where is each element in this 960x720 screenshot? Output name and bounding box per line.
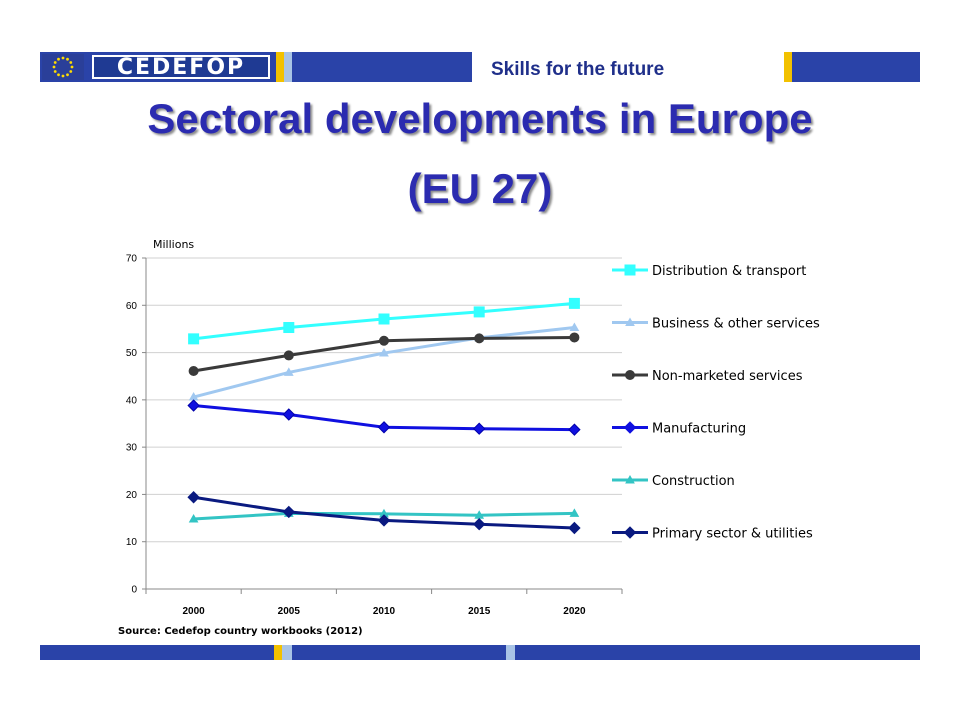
source-note: Source: Cedefop country workbooks (2012) (118, 626, 363, 637)
legend-item: Manufacturing (612, 421, 746, 437)
data-point-square (188, 333, 200, 345)
series-0 (188, 297, 580, 345)
page-title-line2: (EU 27) (407, 165, 553, 212)
series-2 (188, 332, 580, 377)
y-tick-label: 20 (126, 490, 138, 501)
data-point-diamond (568, 521, 581, 535)
x-tick-label: 2000 (182, 606, 205, 617)
footer-bar (40, 645, 920, 660)
y-tick-label: 0 (131, 585, 137, 596)
y-tick-label: 60 (126, 301, 138, 312)
logo-text: CEDEFOP (116, 54, 246, 80)
y-tick-label: 70 (126, 254, 138, 265)
legend-label: Manufacturing (652, 422, 746, 437)
y-tick-label: 10 (126, 537, 138, 548)
data-point-square (473, 306, 485, 318)
data-point-diamond (187, 399, 200, 412)
data-point-circle (625, 370, 635, 380)
header-tagline: Skills for the future (491, 59, 665, 80)
legend-item: Primary sector & utilities (612, 526, 813, 542)
legend-item: Non-marketed services (612, 369, 803, 384)
y-axis-unit-label: Millions (153, 238, 194, 251)
line-chart: 0 10 20 30 40 50 60 70 2000 2005 2010 2015 2020 Dis… (118, 238, 820, 637)
data-point-diamond (282, 408, 296, 421)
x-tick-label: 2005 (278, 606, 301, 617)
data-point-diamond (623, 421, 637, 434)
legend-label: Business & other services (652, 317, 820, 332)
series-1 (188, 322, 580, 401)
data-point-circle (474, 333, 485, 344)
y-tick-label: 30 (126, 443, 138, 454)
y-axis-ticks: 0 10 20 30 40 50 60 70 (126, 254, 146, 596)
data-point-circle (188, 366, 199, 377)
legend-item: Construction (612, 474, 735, 489)
x-tick-label: 2020 (563, 606, 586, 617)
data-point-diamond (472, 422, 486, 435)
legend-item: Distribution & transport (612, 264, 806, 279)
data-point-diamond (187, 491, 200, 504)
data-point-triangle (625, 317, 635, 326)
page-title-line1: Sectoral developments in Europe (147, 95, 813, 142)
data-point-diamond (472, 518, 486, 531)
data-point-circle (569, 332, 580, 343)
legend-label: Non-marketed services (652, 369, 803, 384)
legend-label: Distribution & transport (652, 264, 806, 279)
data-point-triangle (569, 508, 580, 517)
y-tick-label: 50 (126, 348, 138, 359)
legend-label: Construction (652, 474, 735, 489)
axes (145, 258, 622, 590)
cedefop-logo: CEDEFOP (92, 54, 270, 80)
eu-flag-logo (42, 54, 84, 80)
x-tick-label: 2010 (373, 606, 396, 617)
data-point-diamond (377, 421, 391, 434)
gridlines (146, 257, 622, 543)
data-point-square (378, 313, 390, 325)
data-point-square (283, 322, 295, 334)
data-point-triangle (379, 348, 389, 357)
legend-item: Business & other services (612, 317, 820, 332)
series-lines (187, 297, 581, 535)
data-point-circle (283, 350, 294, 361)
y-tick-label: 40 (126, 395, 138, 406)
data-point-square (568, 297, 580, 309)
data-point-diamond (282, 505, 296, 519)
legend: Distribution & transport Business & other… (612, 264, 820, 542)
x-tick-label: 2015 (468, 606, 491, 617)
data-point-diamond (623, 526, 637, 539)
series-5 (187, 491, 581, 535)
data-point-diamond (377, 514, 391, 527)
legend-label: Primary sector & utilities (652, 527, 813, 542)
data-point-diamond (568, 423, 581, 436)
data-point-circle (379, 335, 389, 346)
x-axis-ticks: 2000 2005 2010 2015 2020 (145, 589, 623, 617)
data-point-square (624, 264, 636, 276)
data-point-triangle (188, 514, 199, 523)
data-point-triangle (283, 367, 294, 376)
data-point-triangle (569, 322, 580, 332)
data-point-triangle (625, 474, 635, 484)
series-3 (187, 399, 581, 436)
